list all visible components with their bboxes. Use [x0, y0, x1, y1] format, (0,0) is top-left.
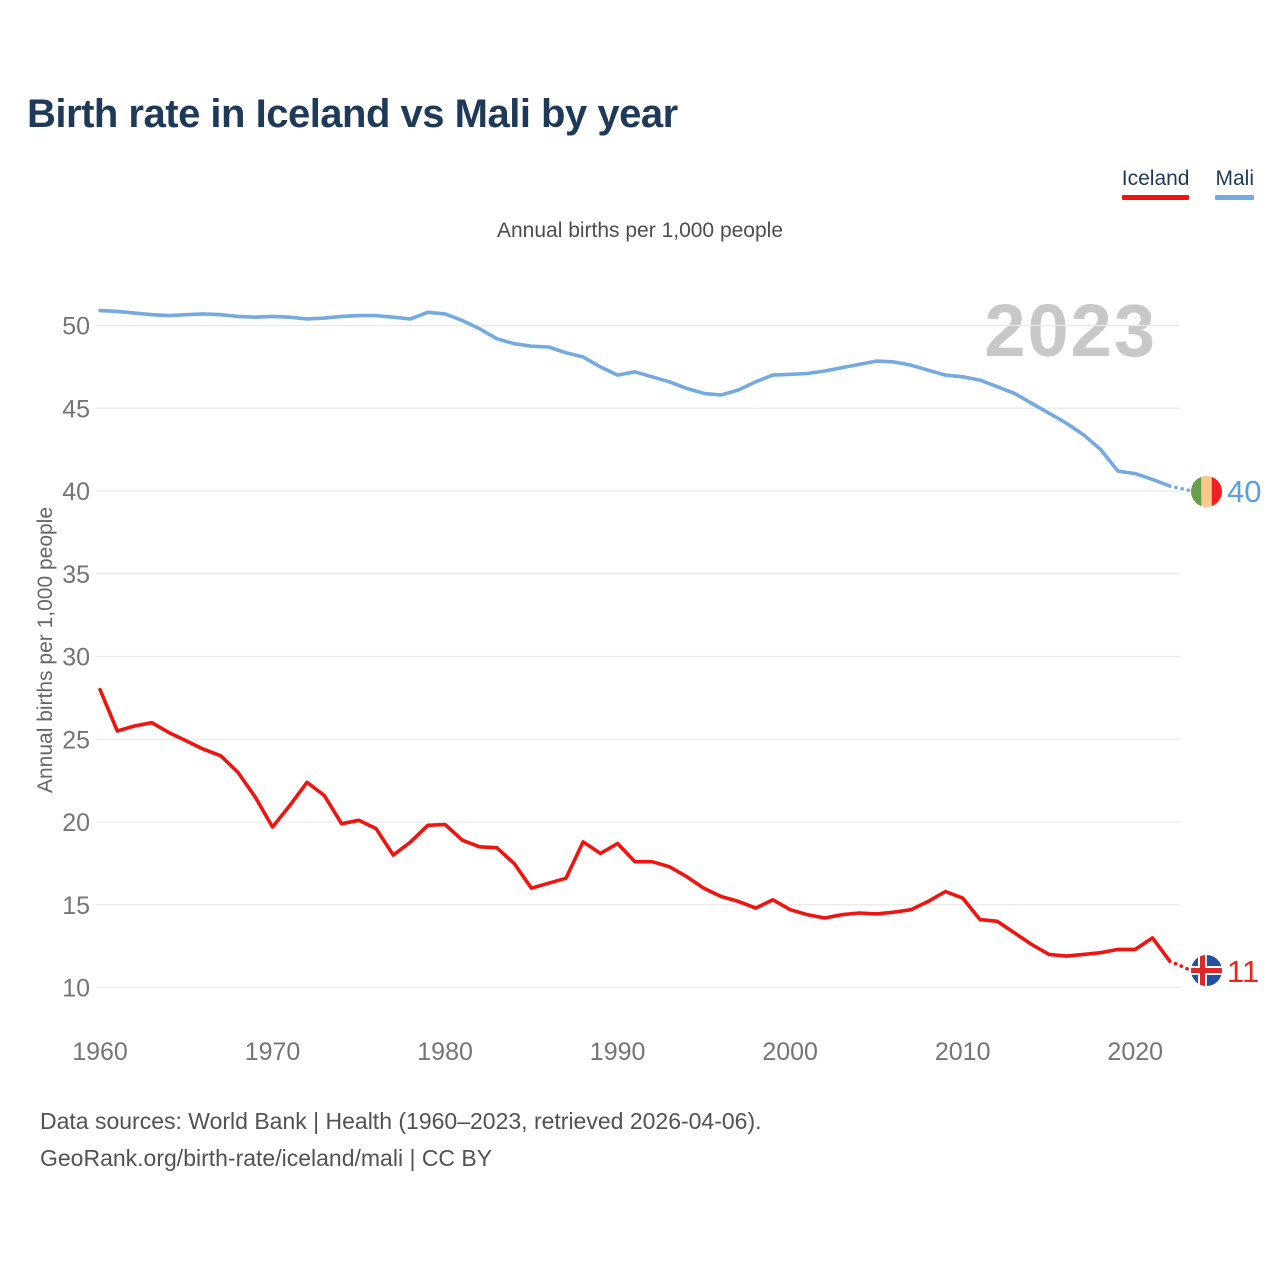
y-axis-tick-label: 20: [62, 809, 90, 837]
chart-title: Birth rate in Iceland vs Mali by year: [27, 92, 678, 136]
y-axis-tick-label: 30: [62, 644, 90, 672]
chart-subtitle: Annual births per 1,000 people: [496, 219, 784, 242]
y-axis-tick-label: 40: [62, 478, 90, 506]
legend: Iceland Mali: [1121, 167, 1254, 200]
iceland-end-value-label: 11: [1227, 953, 1260, 989]
legend-item-iceland[interactable]: Iceland: [1121, 167, 1190, 200]
y-axis-tick-label: 10: [62, 975, 90, 1003]
mali-line: [98, 308, 1172, 488]
x-axis-tick-label: 1970: [245, 1038, 301, 1066]
footer: Data sources: World Bank | Health (1960–…: [40, 1103, 762, 1177]
x-axis-tick-label: 2010: [935, 1038, 991, 1066]
legend-label-iceland: Iceland: [1121, 167, 1190, 190]
x-axis-tick-label: 1960: [72, 1038, 128, 1066]
iceland-flag-icon: [1191, 955, 1222, 987]
x-axis-tick-label: 2020: [1107, 1038, 1163, 1066]
x-axis-tick-label: 2000: [762, 1038, 818, 1066]
x-axis-tick-label: 1990: [590, 1038, 646, 1066]
legend-label-mali: Mali: [1215, 167, 1254, 190]
legend-underline-iceland: [1121, 195, 1190, 200]
mali-end-value-label: 40: [1227, 474, 1262, 509]
mali-line-dotted-end: [1167, 484, 1194, 493]
mali-flag-icon: [1191, 475, 1222, 507]
y-axis-tick-label: 50: [62, 313, 90, 341]
footer-attribution: GeoRank.org/birth-rate/iceland/mali | CC…: [40, 1145, 493, 1171]
watermark-year: 2023: [984, 289, 1157, 372]
legend-item-mali[interactable]: Mali: [1215, 167, 1254, 200]
legend-underline-mali: [1215, 195, 1254, 200]
y-axis-tick-label: 45: [62, 395, 90, 423]
y-axis-tick-label: 25: [62, 726, 90, 754]
iceland-line: [98, 687, 1172, 963]
y-axis-tick-label: 35: [62, 561, 90, 589]
x-axis-tick-label: 1980: [417, 1038, 473, 1066]
y-axis-tick-label: 15: [62, 892, 90, 920]
iceland-line-dotted-end: [1167, 959, 1194, 973]
footer-sources: Data sources: World Bank | Health (1960–…: [40, 1108, 762, 1134]
